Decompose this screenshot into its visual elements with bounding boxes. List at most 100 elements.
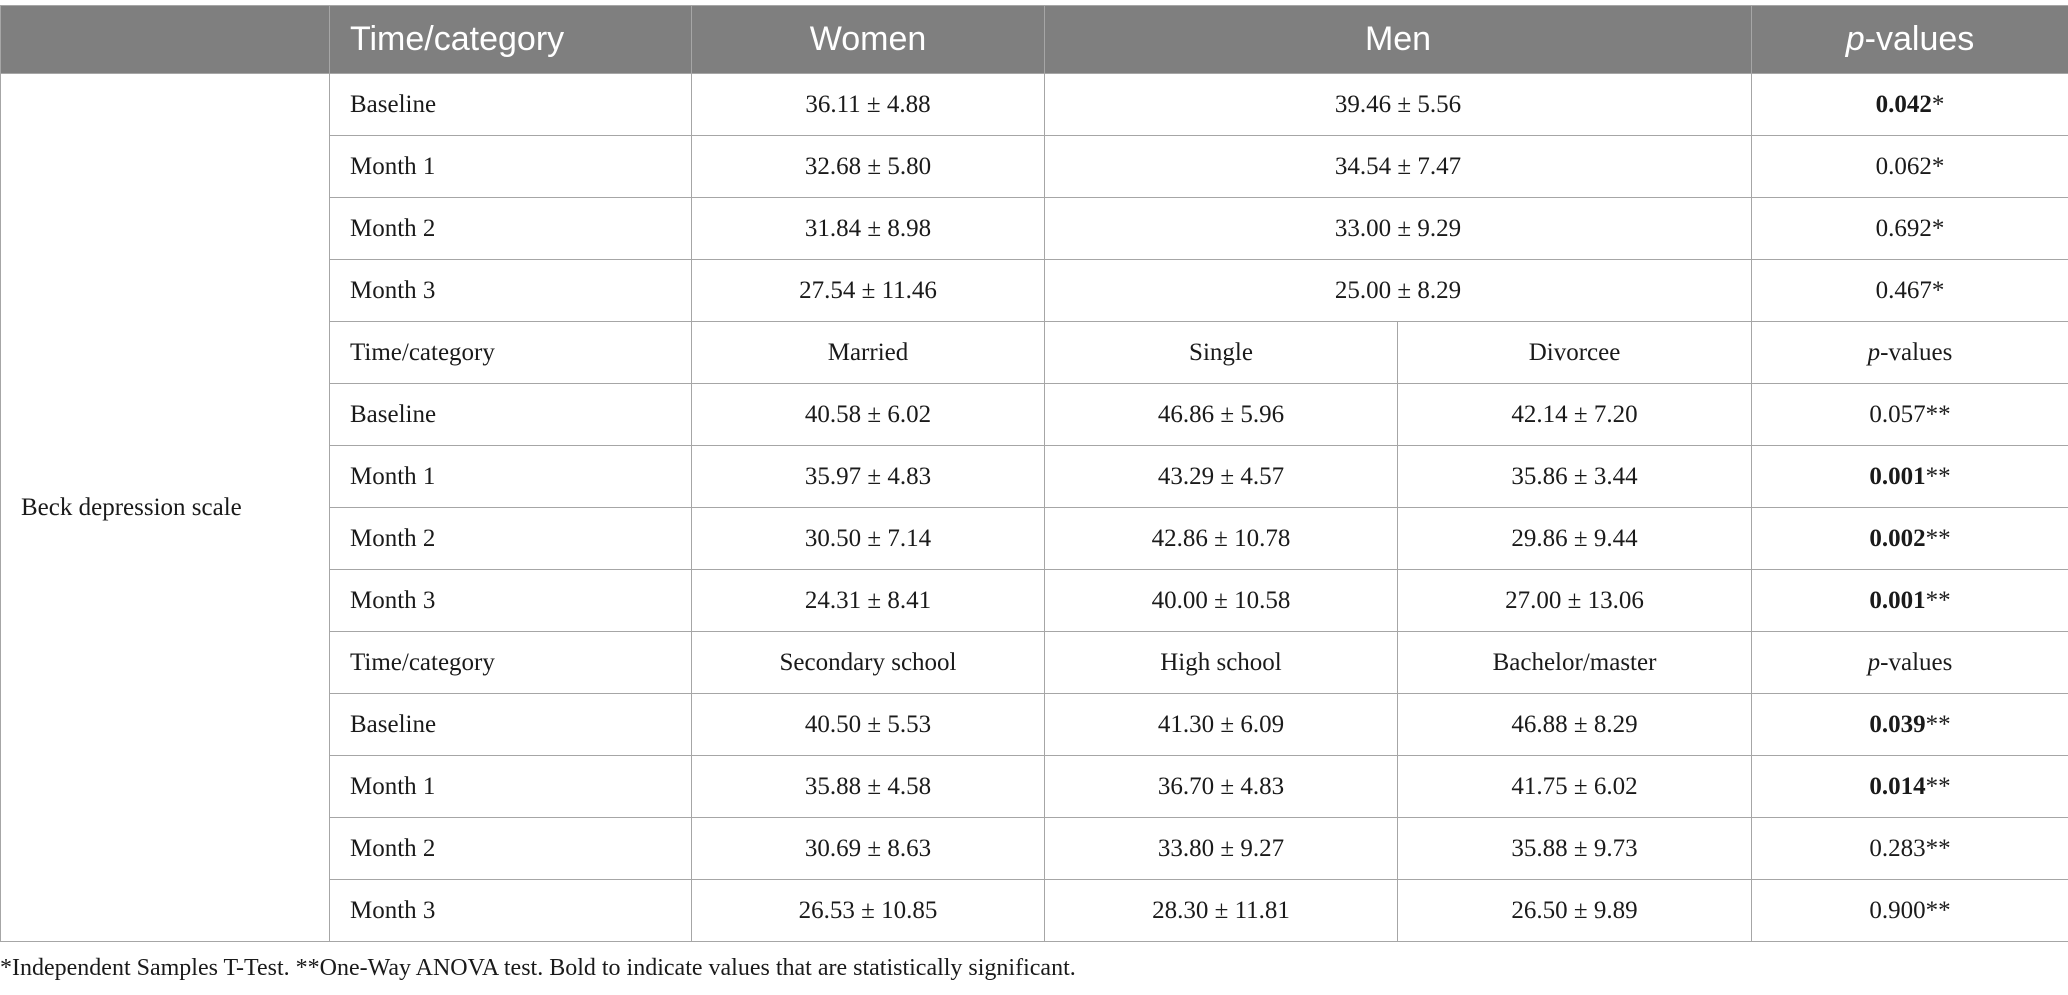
time-cell: Month 3 [329,569,692,632]
p-value-mark: * [1931,276,1945,304]
p-value-cell: 0.014** [1751,755,2068,818]
value-cell: 26.50 ± 9.89 [1396,879,1753,942]
p-value-number: 0.062 [1875,152,1932,180]
time-cell: Month 1 [329,445,692,508]
value-cell: 41.75 ± 6.02 [1396,755,1753,818]
p-value-mark: * [1931,214,1945,242]
value-cell: 35.88 ± 4.58 [691,755,1045,818]
subheader-p-values: p-values [1751,321,2068,384]
p-value-number: 0.001 [1869,586,1926,614]
p-value-cell: 0.057** [1751,383,2068,446]
value-cell: 36.11 ± 4.88 [691,73,1045,136]
table-footnote: *Independent Samples T-Test. **One-Way A… [0,955,1076,981]
value-cell: 32.68 ± 5.80 [691,135,1045,198]
p-value-cell: 0.467* [1751,259,2068,322]
value-cell: 39.46 ± 5.56 [1043,73,1753,136]
p-value-number: 0.001 [1869,462,1926,490]
value-cell: 42.86 ± 10.78 [1044,507,1398,570]
time-cell: Baseline [329,73,692,136]
table-row: Month 1 35.88 ± 4.58 36.70 ± 4.83 41.75 … [1,755,2068,818]
table-row: Month 1 35.97 ± 4.83 43.29 ± 4.57 35.86 … [1,445,2068,508]
p-value-mark: ** [1925,462,1951,490]
p-value-mark: ** [1925,896,1951,924]
time-cell: Month 2 [329,817,692,880]
p-value-mark: ** [1925,710,1951,738]
value-cell: 24.31 ± 8.41 [691,569,1045,632]
p-value-cell: 0.039** [1751,693,2068,756]
table-row: Month 2 30.50 ± 7.14 42.86 ± 10.78 29.86… [1,507,2068,570]
time-cell: Month 1 [329,755,692,818]
table-header-row: Time/category Women Men p-values [0,5,2068,74]
value-cell: 35.88 ± 9.73 [1396,817,1753,880]
value-cell: 34.54 ± 7.47 [1043,135,1753,198]
p-value-mark: ** [1925,586,1951,614]
subheader-secondary-school: Secondary school [691,631,1045,694]
subheader-single: Single [1044,321,1398,384]
value-cell: 35.97 ± 4.83 [691,445,1045,508]
header-men: Men [1043,5,1753,74]
table-row: Month 3 26.53 ± 10.85 28.30 ± 11.81 26.5… [1,879,2068,942]
value-cell: 43.29 ± 4.57 [1044,445,1398,508]
value-cell: 33.80 ± 9.27 [1044,817,1398,880]
p-value-mark: ** [1925,524,1951,552]
p-value-cell: 0.001** [1751,445,2068,508]
p-value-mark: ** [1925,772,1951,800]
value-cell: 36.70 ± 4.83 [1044,755,1398,818]
time-cell: Month 3 [329,259,692,322]
time-cell: Month 1 [329,135,692,198]
value-cell: 29.86 ± 9.44 [1396,507,1753,570]
time-cell: Month 2 [329,197,692,260]
time-cell: Baseline [329,383,692,446]
subheader-time-category: Time/category [329,631,692,694]
p-value-cell: 0.001** [1751,569,2068,632]
p-value-mark: ** [1925,400,1951,428]
table-row: Month 2 31.84 ± 8.98 33.00 ± 9.29 0.692* [1,197,2068,260]
p-value-number: 0.900 [1869,896,1926,924]
p-value-number: 0.283 [1869,834,1926,862]
value-cell: 40.00 ± 10.58 [1044,569,1398,632]
value-cell: 30.69 ± 8.63 [691,817,1045,880]
p-value-number: 0.467 [1875,276,1932,304]
p-italic: p [1867,648,1881,676]
value-cell: 40.50 ± 5.53 [691,693,1045,756]
table-row: Month 3 27.54 ± 11.46 25.00 ± 8.29 0.467… [1,259,2068,322]
p-rest: -values [1880,338,1953,366]
subheader-high-school: High school [1044,631,1398,694]
table-row: Beck depression scale Baseline 36.11 ± 4… [0,73,2068,942]
p-value-number: 0.014 [1869,772,1926,800]
time-cell: Month 3 [329,879,692,942]
header-time-category: Time/category [329,5,692,74]
p-value-mark: * [1931,90,1945,118]
value-cell: 35.86 ± 3.44 [1396,445,1753,508]
p-value-mark: * [1931,152,1945,180]
p-value-cell: 0.900** [1751,879,2068,942]
header-p-values: p-values [1751,5,2068,74]
value-cell: 40.58 ± 6.02 [691,383,1045,446]
header-blank-cell [0,5,330,74]
value-cell: 30.50 ± 7.14 [691,507,1045,570]
subheader-p-values: p-values [1751,631,2068,694]
value-cell: 46.88 ± 8.29 [1396,693,1753,756]
time-cell: Baseline [329,693,692,756]
value-cell: 26.53 ± 10.85 [691,879,1045,942]
p-italic: p [1867,338,1881,366]
value-cell: 27.00 ± 13.06 [1396,569,1753,632]
p-value-cell: 0.692* [1751,197,2068,260]
subheader-married: Married [691,321,1045,384]
p-value-number: 0.042 [1875,90,1932,118]
value-cell: 41.30 ± 6.09 [1044,693,1398,756]
value-cell: 28.30 ± 11.81 [1044,879,1398,942]
p-value-number: 0.039 [1869,710,1926,738]
value-cell: 31.84 ± 8.98 [691,197,1045,260]
table-row: Baseline 40.50 ± 5.53 41.30 ± 6.09 46.88… [1,693,2068,756]
subheader-time-category: Time/category [329,321,692,384]
subheader-row-education: Time/category Secondary school High scho… [1,631,2068,694]
scale-label: Beck depression scale [0,73,330,942]
value-cell: 33.00 ± 9.29 [1043,197,1753,260]
subheader-bachelor-master: Bachelor/master [1396,631,1753,694]
results-table: Time/category Women Men p-values Beck de… [0,5,2068,942]
time-cell: Month 2 [329,507,692,570]
p-value-cell: 0.283** [1751,817,2068,880]
p-rest: -values [1864,20,1975,58]
header-women: Women [691,5,1045,74]
